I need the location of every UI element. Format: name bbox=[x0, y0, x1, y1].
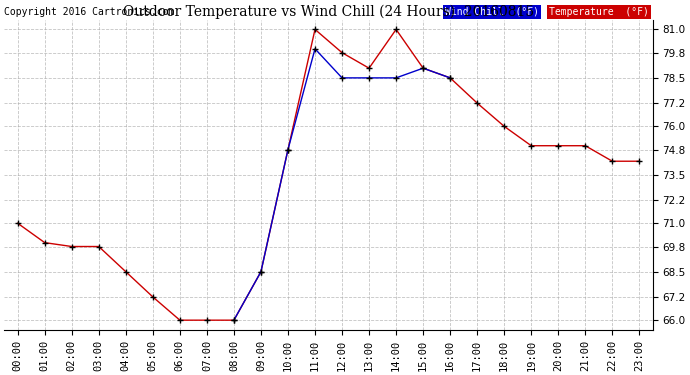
Text: Wind Chill  (°F): Wind Chill (°F) bbox=[445, 7, 540, 16]
Text: Copyright 2016 Cartronics.com: Copyright 2016 Cartronics.com bbox=[4, 7, 175, 16]
Title: Outdoor Temperature vs Wind Chill (24 Hours)  20160815: Outdoor Temperature vs Wind Chill (24 Ho… bbox=[123, 4, 534, 18]
Text: Temperature  (°F): Temperature (°F) bbox=[549, 7, 649, 16]
